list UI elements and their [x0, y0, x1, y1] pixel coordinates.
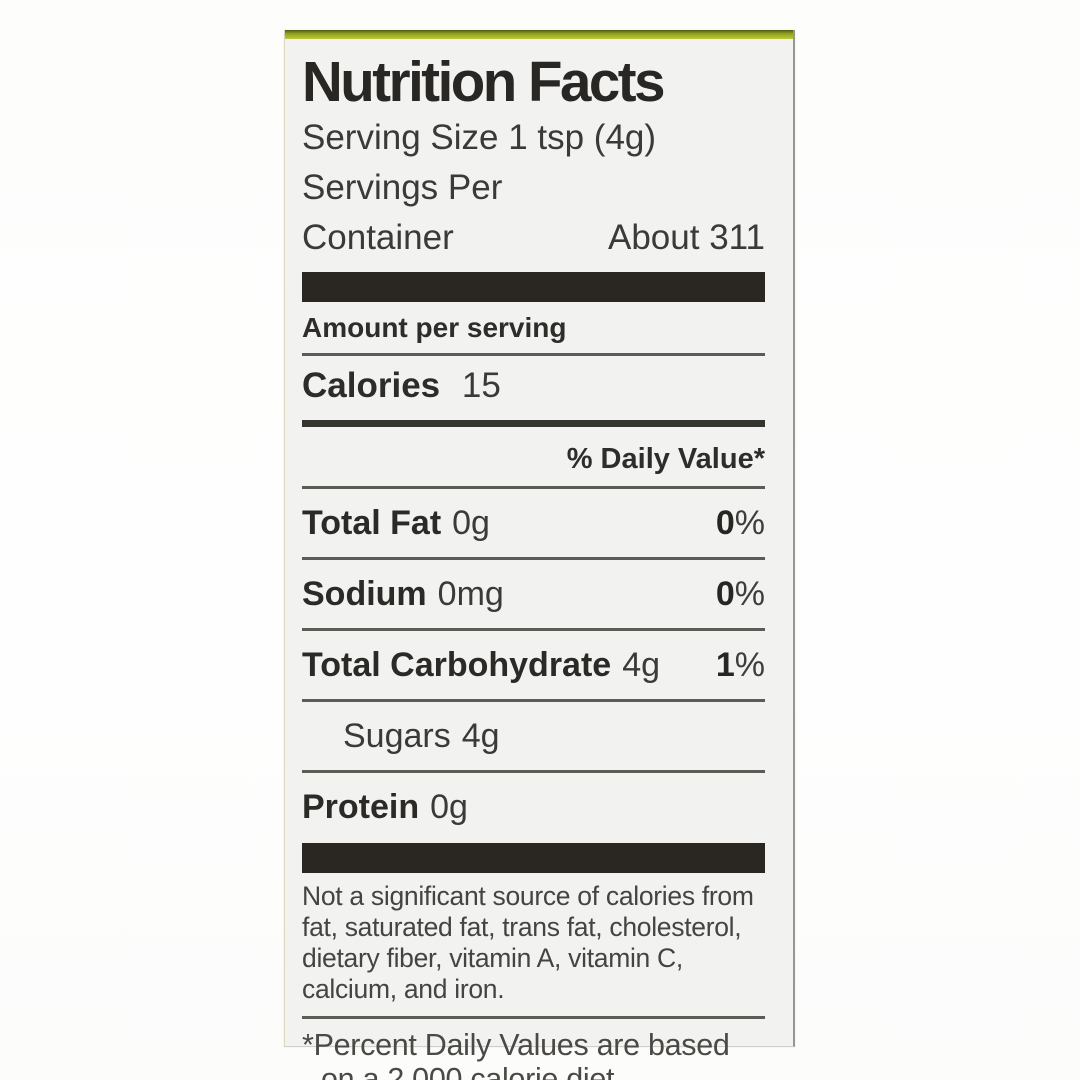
daily-value-number: 0 — [715, 575, 735, 613]
nutrient-row-sodium: Sodium 0mg 0% — [302, 560, 765, 631]
footnote-line-2: on a 2,000 calorie diet. — [321, 1062, 623, 1080]
nutrient-amount: 0g — [430, 788, 468, 826]
nutrient-name-amount: Sodium 0mg — [302, 575, 504, 614]
nutrient-amount: 4g — [622, 646, 661, 684]
nutrient-daily-value: 0% — [716, 504, 765, 543]
nutrient-name: Total Carbohydrate — [302, 646, 612, 684]
percent-sign: % — [734, 646, 765, 684]
daily-value-header: % Daily Value* — [302, 427, 765, 489]
nutrient-amount: 0g — [452, 504, 490, 542]
daily-value-footnote: *Percent Daily Values are based on a 2,0… — [302, 1019, 765, 1080]
footnote-line-1: *Percent Daily Values are based — [302, 1028, 730, 1062]
nutrient-name-amount: Protein 0g — [302, 788, 468, 827]
nutrient-amount: 0mg — [437, 575, 504, 613]
nutrient-name: Total Fat — [302, 504, 442, 542]
nutrient-name-amount: Total Fat 0g — [302, 504, 490, 543]
nutrient-daily-value: 0% — [716, 575, 765, 614]
nutrient-row-total-carbohydrate: Total Carbohydrate 4g 1% — [302, 631, 765, 702]
nutrition-facts-title: Nutrition Facts — [302, 50, 666, 114]
nutrient-amount: 4g — [461, 717, 500, 755]
nutrient-daily-value: 1% — [716, 646, 765, 685]
percent-sign: % — [734, 575, 765, 613]
servings-per-line: Servings Per — [302, 168, 503, 207]
package-accent-strip — [285, 30, 793, 39]
servings-container-line: Container About 311 — [302, 213, 765, 263]
calories-label: Calories — [302, 366, 441, 405]
serving-size-line: Serving Size 1 tsp (4g) — [302, 118, 657, 157]
separator-bar-bottom — [302, 843, 765, 873]
nutrition-facts-panel: Nutrition Facts Serving Size 1 tsp (4g) … — [284, 30, 795, 1080]
calories-row: Calories 15 — [302, 356, 765, 420]
nutrient-row-sugars: Sugars 4g — [302, 702, 765, 773]
amount-per-serving-heading: Amount per serving — [302, 302, 765, 356]
nutrient-name: Sugars — [343, 717, 451, 755]
nutrition-facts-content: Nutrition Facts Serving Size 1 tsp (4g) … — [285, 39, 793, 1080]
insignificant-nutrients-note: Not a significant source of calories fro… — [302, 873, 765, 1019]
nutrient-name-amount: Sugars 4g — [343, 717, 500, 756]
servings-count-value: About 311 — [608, 218, 765, 257]
calories-value: 15 — [461, 366, 501, 405]
nutrient-name: Sodium — [302, 575, 427, 613]
nutrient-row-total-fat: Total Fat 0g 0% — [302, 489, 765, 560]
nutrient-row-protein: Protein 0g — [302, 773, 765, 841]
nutrient-name: Protein — [302, 788, 420, 826]
calories-separator-bar — [302, 420, 765, 427]
daily-value-number: 0 — [715, 504, 735, 542]
servings-container-label: Container — [302, 218, 454, 257]
separator-bar-top — [302, 272, 765, 302]
daily-value-number: 1 — [715, 646, 735, 684]
nutrient-name-amount: Total Carbohydrate 4g — [302, 646, 660, 685]
percent-sign: % — [734, 504, 765, 542]
